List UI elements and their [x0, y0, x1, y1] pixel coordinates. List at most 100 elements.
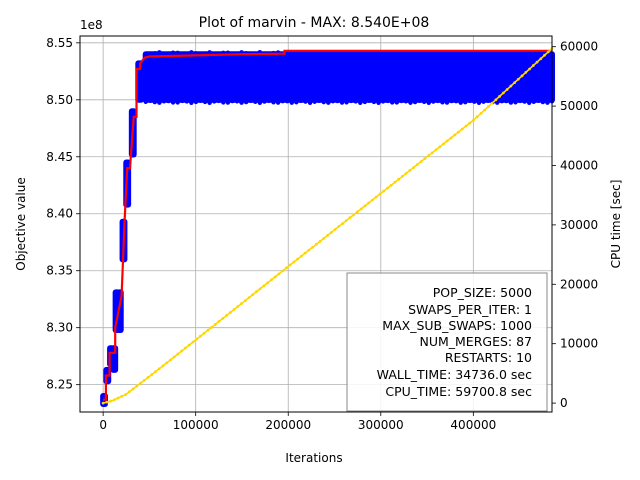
cpu-time-point	[419, 160, 423, 163]
stats-box: POP_SIZE: 5000 SWAPS_PER_ITER: 1 MAX_SUB…	[346, 272, 548, 412]
objective-sample-point	[257, 100, 263, 106]
objective-sample-point	[184, 99, 189, 104]
objective-sample-point	[175, 50, 180, 56]
cpu-time-point	[105, 400, 109, 404]
y2-tick-label: 20000	[560, 277, 598, 291]
objective-sample-point	[175, 100, 180, 105]
objective-sample-point	[321, 99, 326, 105]
cpu-time-point	[116, 396, 120, 400]
cpu-time-point	[146, 376, 150, 379]
objective-sample-point	[335, 52, 340, 58]
objective-sample-point	[157, 50, 162, 55]
y2-tick-label: 30000	[560, 218, 598, 232]
cpu-time-point	[498, 94, 502, 98]
objective-sample-point	[367, 98, 372, 104]
cpu-time-point	[198, 334, 202, 338]
cpu-time-point	[374, 195, 378, 199]
cpu-time-point	[165, 361, 169, 365]
objective-sample-point	[545, 100, 550, 105]
stats-line-cpu-time: CPU_TIME: 59700.8 sec	[385, 384, 532, 399]
cpu-time-point	[127, 390, 131, 394]
cpu-time-point	[303, 251, 307, 255]
y-tick-label: 8.55	[46, 36, 73, 50]
objective-sample-point	[540, 99, 546, 105]
objective-sample-point	[490, 50, 495, 56]
cpu-time-point	[135, 384, 139, 388]
cpu-time-point	[217, 319, 221, 323]
objective-sample-point	[536, 98, 541, 104]
y-tick-label: 8.35	[46, 264, 73, 278]
objective-sample-point	[444, 100, 450, 105]
objective-sample-point	[472, 51, 477, 57]
x-tick-label: 300000	[358, 418, 404, 432]
stats-line-max-sub-swaps: MAX_SUB_SWAPS: 1000	[382, 318, 532, 333]
objective-sample-point	[476, 100, 482, 106]
objective-sample-point	[230, 98, 235, 104]
objective-sample-point	[380, 52, 386, 57]
y-tick-label: 8.50	[46, 93, 73, 107]
cpu-time-point	[524, 70, 528, 74]
cpu-time-point	[326, 234, 329, 237]
cpu-time-point	[221, 317, 225, 320]
objective-sample-point	[417, 53, 422, 58]
cpu-time-point	[112, 398, 116, 402]
objective-sample-point	[385, 98, 390, 104]
cpu-time-point	[400, 174, 404, 178]
cpu-time-point	[539, 57, 543, 61]
cpu-time-point	[169, 358, 172, 362]
objective-sample-point	[504, 52, 509, 57]
objective-sample-point	[289, 100, 294, 105]
objective-sample-point	[143, 51, 148, 56]
objective-sample-point	[143, 99, 148, 105]
objective-sample-point	[307, 100, 313, 106]
cpu-time-point	[546, 50, 550, 54]
objective-sample-point	[485, 52, 491, 58]
objective-sample-point	[412, 99, 418, 105]
cpu-time-point	[296, 257, 300, 261]
objective-sample-point	[225, 100, 231, 105]
cpu-time-point	[434, 148, 438, 152]
objective-sample-point	[353, 99, 358, 104]
y2-tick-label: 60000	[560, 40, 598, 54]
cpu-time-point	[120, 394, 124, 398]
y-tick-label: 8.45	[46, 150, 73, 164]
cpu-time-point	[101, 401, 105, 405]
objective-sample-point	[348, 52, 354, 58]
cpu-time-point	[371, 198, 374, 202]
cpu-time-point	[314, 242, 318, 246]
cpu-time-point	[423, 157, 427, 161]
cpu-time-point	[344, 219, 348, 223]
cpu-time-point	[531, 64, 535, 67]
objective-sample-point	[316, 98, 322, 104]
cpu-time-point	[460, 127, 464, 131]
cpu-time-point	[187, 343, 191, 347]
cpu-time-point	[513, 81, 516, 85]
objective-sample-point	[367, 53, 372, 58]
cpu-time-point	[213, 322, 217, 326]
objective-sample-point	[522, 99, 527, 104]
y2-axis: 0 10000 20000 30000 40000 50000 60000	[552, 40, 598, 410]
objective-sample-point	[193, 99, 199, 105]
cpu-time-point	[359, 207, 363, 211]
cpu-time-point	[475, 115, 479, 119]
objective-sample-point	[280, 98, 285, 104]
cpu-time-point	[393, 180, 397, 184]
cpu-time-point	[367, 201, 371, 205]
cpu-time-point	[528, 67, 531, 71]
objective-sample-point	[316, 53, 322, 58]
objective-sample-point	[467, 52, 473, 58]
y-offset-label: 1e8	[80, 18, 103, 32]
objective-sample-point	[499, 52, 504, 57]
objective-sample-point	[376, 100, 381, 105]
objective-sample-point	[453, 52, 459, 57]
best-objective-line	[103, 49, 552, 401]
objective-sample-point	[408, 100, 413, 105]
objective-sample-point	[170, 50, 176, 55]
objective-sample-point	[216, 98, 221, 104]
objective-sample-point	[298, 52, 304, 58]
cpu-time-point	[195, 337, 199, 341]
cpu-time-point	[468, 121, 472, 125]
cpu-time-point	[535, 60, 539, 64]
cpu-time-point	[389, 183, 393, 187]
objective-sample-point	[481, 51, 486, 57]
